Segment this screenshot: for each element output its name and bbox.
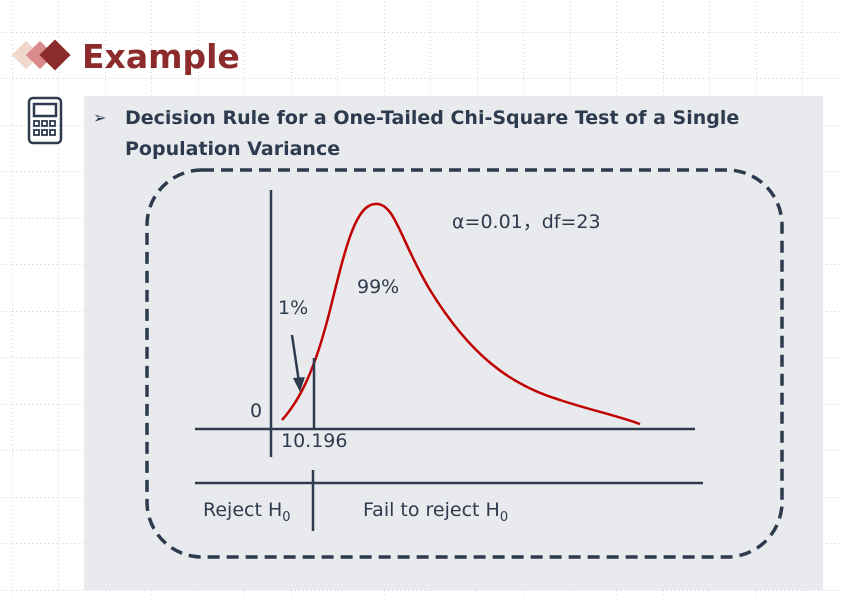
origin-label: 0 <box>250 400 262 422</box>
distribution-curve <box>281 202 641 426</box>
arrow-head <box>293 377 305 392</box>
fail-region: Fail to reject H0 <box>363 499 508 525</box>
tail-label: 1% <box>278 297 308 319</box>
logo <box>11 39 71 71</box>
content-panel <box>84 96 823 590</box>
bullet: ➢ <box>93 108 106 127</box>
diagram-frame <box>145 168 784 559</box>
heading-line: Decision Rule for a One-Tailed Chi-Squar… <box>125 107 739 129</box>
subscript: 0 <box>282 510 290 525</box>
area-label: 99% <box>357 276 399 298</box>
fail-text: Fail to reject H <box>363 499 500 521</box>
reject-text: Reject H <box>203 499 282 521</box>
subscript: 0 <box>500 510 508 525</box>
heading-line: Population Variance <box>125 138 340 160</box>
parameters: α=0.01，df=23 <box>452 211 601 233</box>
reject-region: Reject H0 <box>203 499 291 525</box>
critical-value: 10.196 <box>281 430 347 452</box>
title: Example <box>82 37 240 76</box>
arrow-shaft <box>290 334 301 383</box>
calculator-icon <box>27 96 63 145</box>
